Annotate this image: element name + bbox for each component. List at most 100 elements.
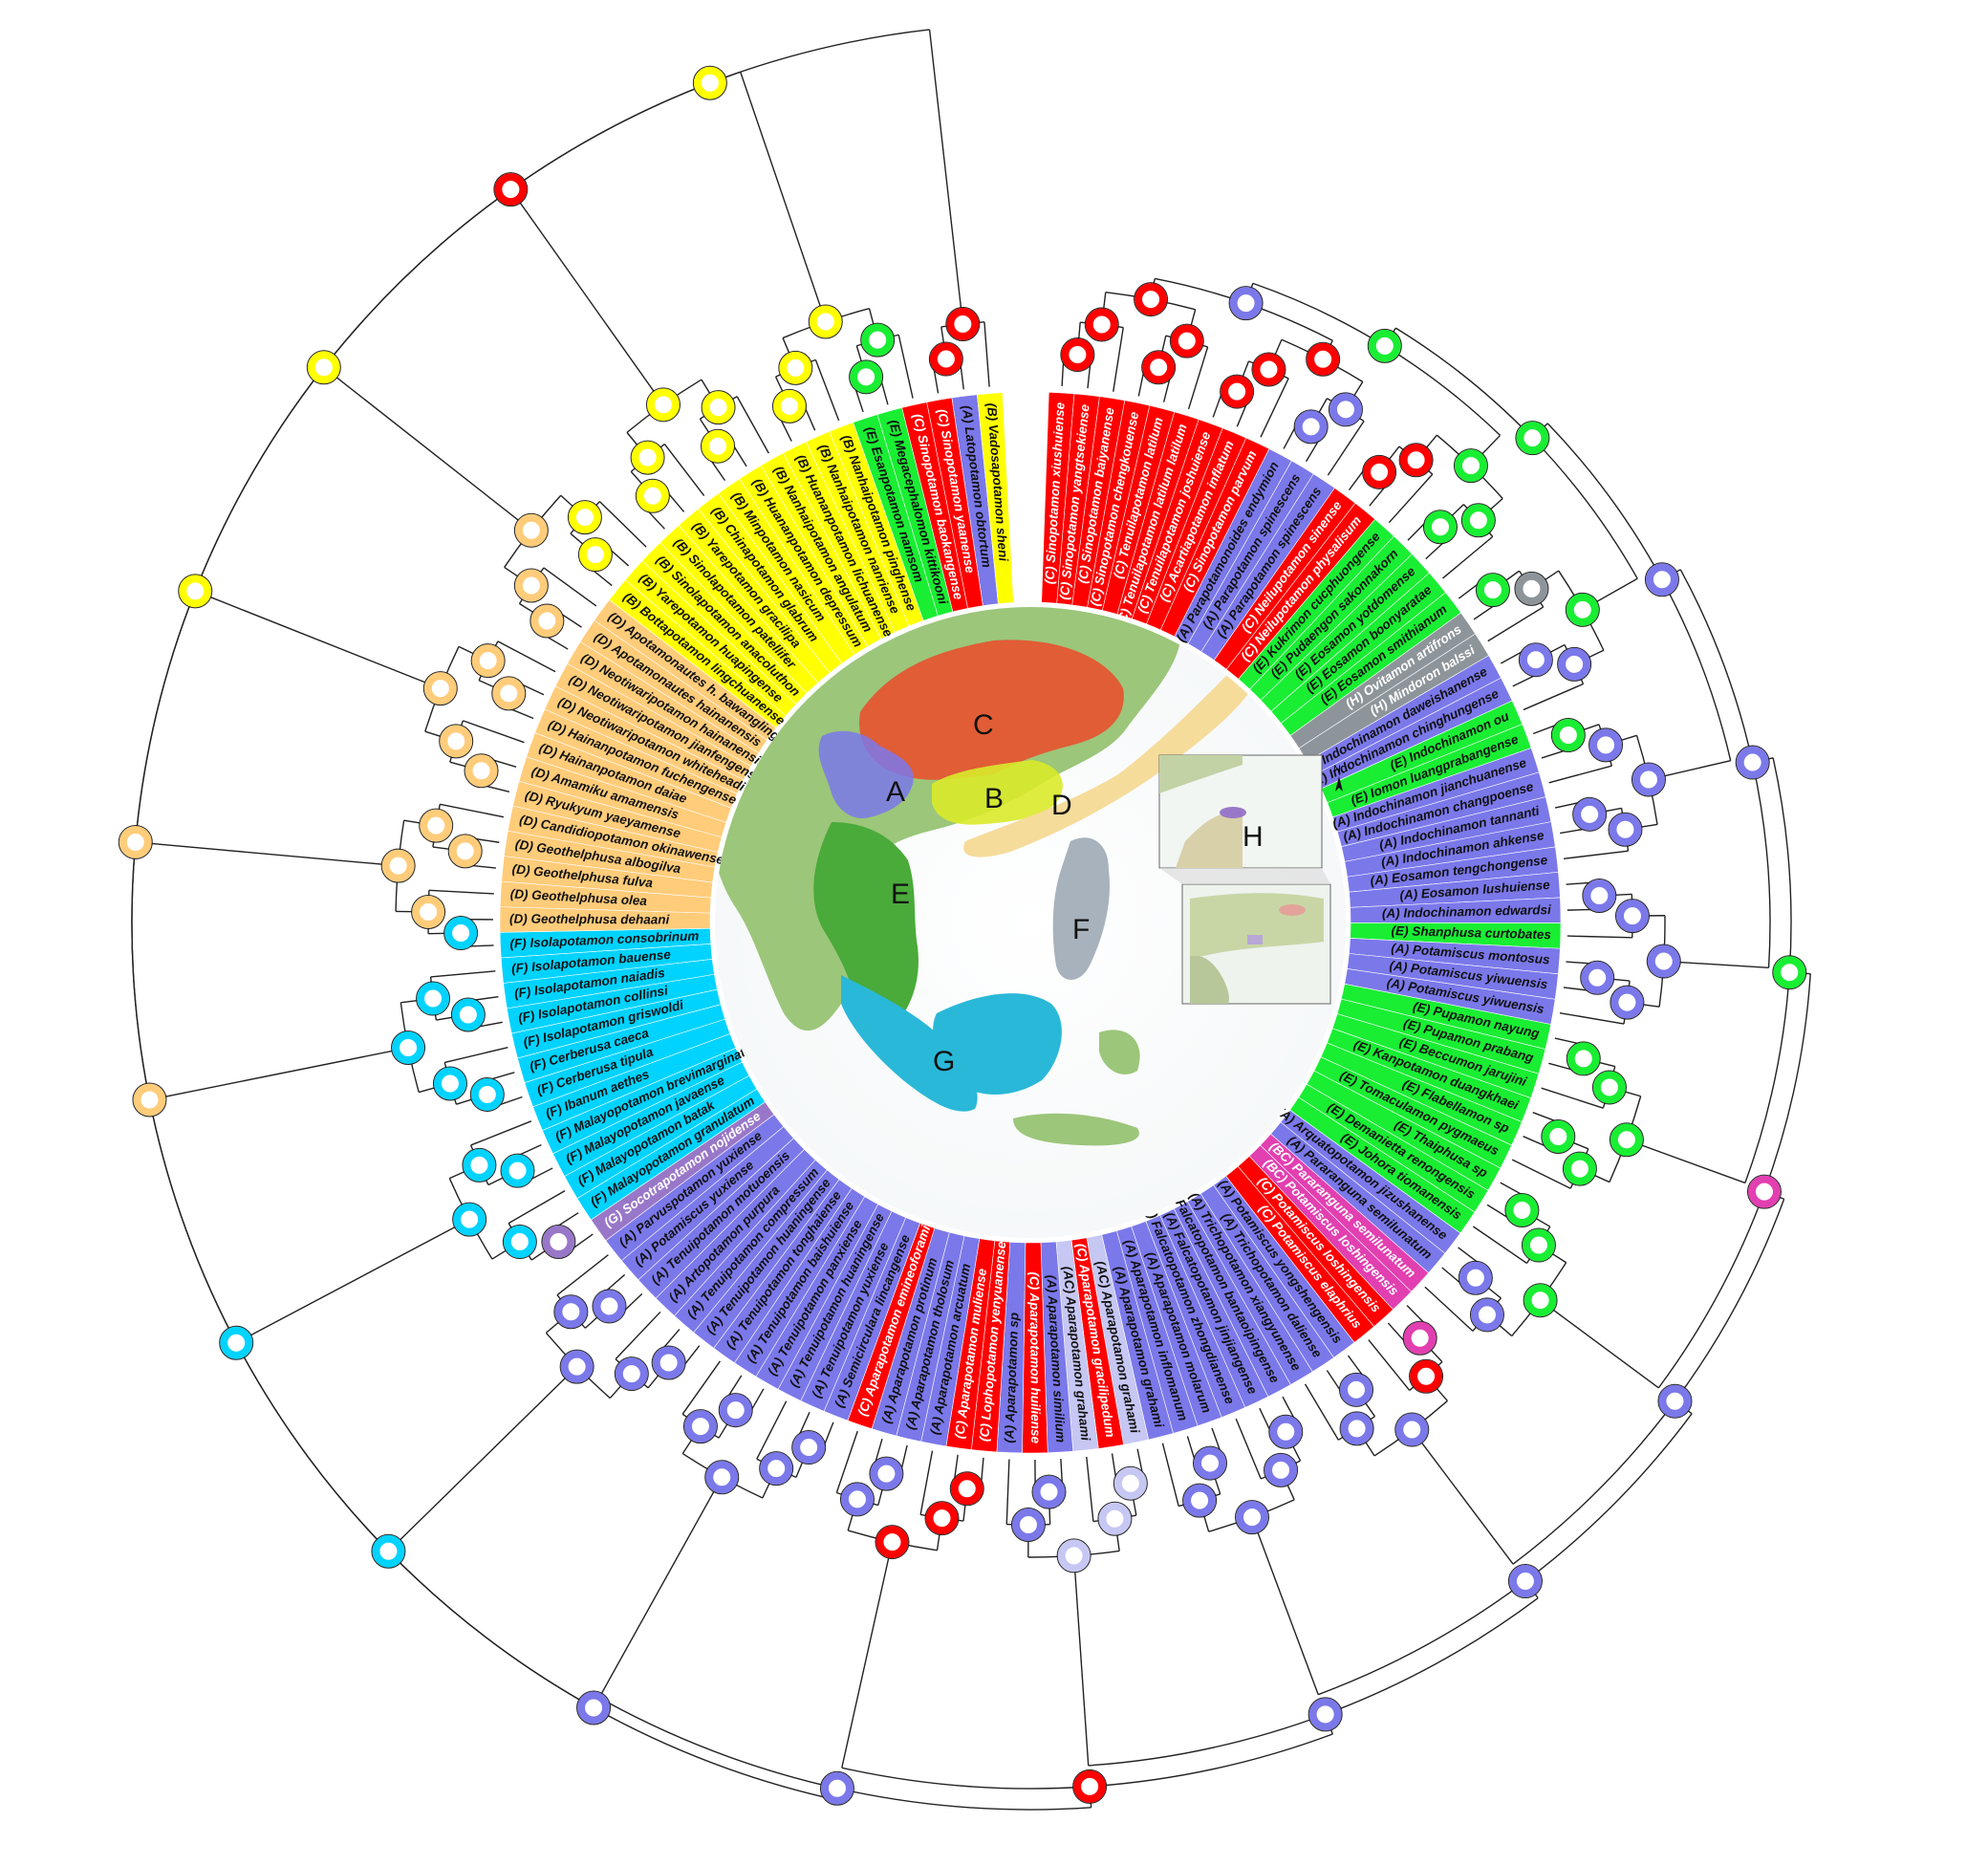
branch-radial [1251, 1516, 1319, 1695]
node-pie [1508, 1565, 1542, 1598]
node-pie [1645, 563, 1678, 597]
node-pie [929, 342, 962, 376]
node-pie [840, 1483, 874, 1516]
node-pie [1183, 1484, 1217, 1517]
node-pie [861, 323, 895, 357]
node-pie [1658, 1384, 1692, 1418]
node-pie-outline [718, 1393, 753, 1428]
node-pie-outline [682, 1409, 718, 1444]
branch-radial [508, 1190, 566, 1225]
node-pie [1461, 504, 1495, 537]
node-pie [1403, 1321, 1437, 1355]
node-pie-outline [132, 1082, 167, 1117]
branch-radial [1540, 1299, 1659, 1389]
node-pie-outline [462, 1147, 497, 1183]
node-pie-outline [791, 1430, 827, 1465]
node-pie [875, 1526, 909, 1559]
node-pie [1522, 1228, 1555, 1262]
node-pie [492, 677, 526, 710]
node-pie [1423, 510, 1457, 544]
node-pie-outline [1362, 454, 1397, 489]
node-pie-outline [1614, 899, 1650, 934]
node-pie [1470, 1298, 1503, 1332]
branch-radial [463, 720, 525, 744]
node-pie-outline [464, 753, 499, 789]
branch-radial [1567, 935, 1632, 939]
node-pie [440, 725, 473, 758]
node-pie [1113, 1466, 1147, 1500]
node-pie-outline [651, 1345, 686, 1380]
inset-connector [1159, 868, 1330, 884]
map-label-e: E [891, 879, 910, 910]
region-h-area [1052, 837, 1110, 980]
branch-radial [1511, 1159, 1571, 1189]
node-pie [514, 513, 548, 547]
node-pie-outline [541, 1225, 576, 1260]
node-pie-outline [704, 1460, 740, 1495]
branch-radial [598, 501, 647, 548]
branch-radial [1304, 1383, 1339, 1441]
node-pie [925, 1502, 959, 1535]
node-pie [554, 1295, 588, 1329]
node-pie-outline [432, 1066, 467, 1101]
node-pie [631, 441, 664, 474]
node-pie [702, 429, 735, 463]
node-pie-outline [759, 1451, 794, 1486]
branch-arc [1512, 1199, 1785, 1565]
node-pie [1551, 718, 1585, 751]
node-pie-outline [422, 671, 458, 706]
branch-radial [983, 321, 990, 387]
island-sulawesi [1099, 1030, 1140, 1074]
branch-radial [1472, 1226, 1527, 1265]
node-pie [1476, 574, 1509, 607]
node-pie-outline [924, 1501, 960, 1536]
node-pie-outline [1582, 879, 1617, 914]
branch-radial [195, 590, 442, 689]
node-pie-outline [1566, 1041, 1601, 1076]
node-pie-outline [1031, 1474, 1067, 1509]
branch-radial [1663, 960, 1769, 968]
branch-radial [598, 1476, 723, 1699]
tip-label: (A) Aparapotamon sp [1002, 1313, 1021, 1443]
node-pie-outline [1220, 374, 1255, 409]
node-pie [433, 1067, 466, 1100]
branch-radial [1005, 1459, 1010, 1525]
node-pie [615, 1357, 648, 1391]
branch-radial [1442, 535, 1494, 579]
node-pie [1363, 455, 1396, 488]
node-pie [1229, 287, 1263, 320]
inset-socotra-map: H N [1158, 754, 1343, 869]
node-pie [683, 1410, 717, 1443]
node-pie [494, 173, 528, 206]
tip-label: (C) Aparapotamon huiliense [1027, 1271, 1044, 1443]
node-pie [1399, 444, 1433, 477]
node-pie [779, 351, 812, 384]
node-pie [693, 66, 726, 99]
node-pie-outline [1514, 571, 1549, 606]
branch-radial [1563, 850, 1629, 859]
node-pie [1515, 572, 1548, 605]
tip-label: (A) Indochinamon edwardsi [1382, 902, 1552, 921]
branch-radial [497, 640, 556, 673]
node-pie [530, 604, 564, 638]
branch-radial [1541, 1087, 1604, 1109]
node-pie-outline [491, 676, 527, 711]
node-pie [1134, 283, 1168, 316]
node-pie-outline [306, 350, 341, 385]
node-pie-outline [1608, 812, 1643, 847]
node-pie-outline [502, 1225, 537, 1260]
node-pie-outline [778, 350, 813, 385]
node-pie-outline [1735, 745, 1770, 780]
node-pie-outline [635, 478, 670, 513]
node-pie-outline [450, 997, 486, 1032]
node-pie-outline [1458, 1260, 1493, 1295]
node-pie [1085, 308, 1118, 341]
tip-label: (D) Geothelphusa dehaani [509, 912, 670, 927]
node-pie [1615, 900, 1649, 933]
node-pie [1170, 324, 1203, 358]
branch-radial [323, 366, 532, 532]
branch-radial [736, 396, 769, 454]
branch-radial [1548, 765, 1612, 784]
node-pie-outline [1591, 1070, 1627, 1105]
node-pie-outline [1182, 1483, 1218, 1518]
